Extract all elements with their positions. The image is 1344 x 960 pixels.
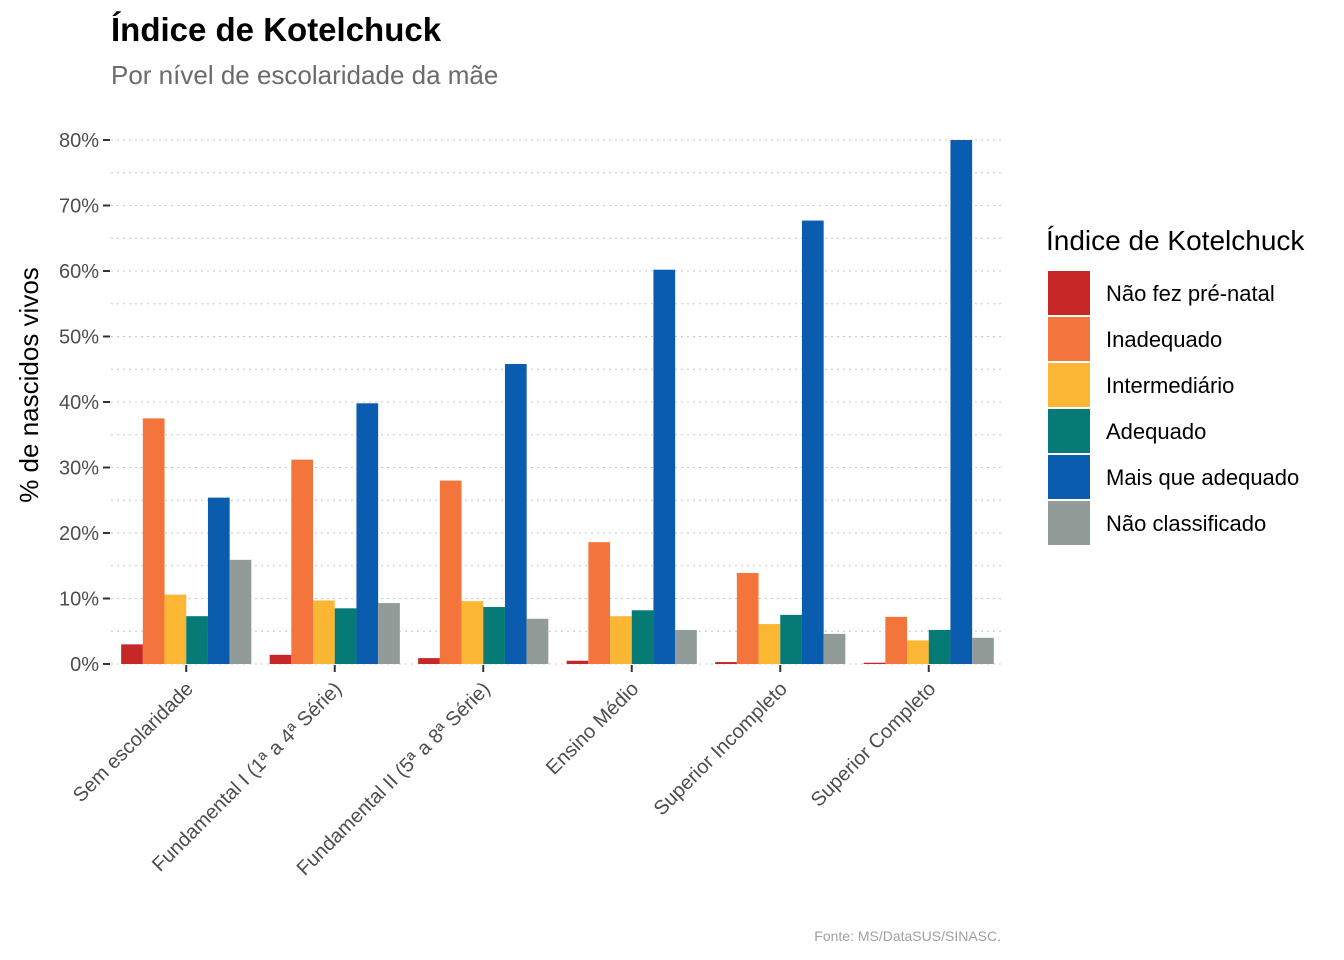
- bar: [186, 616, 208, 664]
- bar: [863, 662, 886, 664]
- bar: [823, 633, 846, 664]
- bar: [356, 403, 379, 664]
- caption: Fonte: MS/DataSUS/SINASC.: [814, 928, 1001, 944]
- chart-subtitle: Por nível de escolaridade da mãe: [111, 60, 498, 90]
- bar: [588, 542, 611, 664]
- legend-label: Intermediário: [1106, 373, 1234, 398]
- bar: [780, 614, 802, 664]
- legend: Não fez pré-natal Inadequado Intermediário…: [1048, 271, 1299, 545]
- legend-key: [1048, 271, 1090, 315]
- bar: [950, 140, 973, 664]
- x-tick-label: Ensino Médio: [542, 678, 643, 779]
- legend-label: Não classificado: [1106, 511, 1266, 536]
- bar: [526, 618, 549, 664]
- bar: [801, 220, 824, 664]
- bar: [610, 616, 632, 664]
- bar: [653, 269, 676, 664]
- y-tick-label: 60%: [59, 261, 99, 283]
- y-tick-label: 40%: [59, 392, 99, 414]
- legend-label: Mais que adequado: [1106, 465, 1299, 490]
- legend-key: [1048, 455, 1090, 499]
- bar: [972, 637, 994, 664]
- legend-key: [1048, 409, 1090, 453]
- legend-key: [1048, 317, 1090, 361]
- bar: [885, 616, 908, 664]
- x-tick-label: Sem escolaridade: [69, 678, 198, 807]
- bar: [229, 559, 252, 664]
- legend-title: Índice de Kotelchuck: [1046, 225, 1305, 256]
- y-tick-label: 70%: [59, 196, 99, 218]
- bar: [758, 624, 781, 664]
- legend-label: Não fez pré-natal: [1106, 281, 1275, 306]
- bar: [313, 600, 335, 664]
- y-axis-ticks: 0% 10% 20% 30% 40% 50% 60% 70% 80%: [59, 130, 110, 676]
- bar: [715, 662, 737, 664]
- x-tick-label: Superior Completo: [807, 678, 940, 811]
- bar: [566, 660, 589, 664]
- y-tick-label: 10%: [59, 589, 99, 611]
- bar: [631, 610, 654, 664]
- y-tick-label: 50%: [59, 327, 99, 349]
- bar: [418, 658, 440, 664]
- bar: [928, 629, 951, 664]
- bar: [121, 644, 143, 664]
- bar: [675, 629, 697, 664]
- bar: [164, 594, 187, 664]
- bar: [207, 497, 230, 664]
- bar: [291, 459, 314, 664]
- chart-title: Índice de Kotelchuck: [111, 11, 442, 48]
- grid-lines: [111, 139, 1002, 665]
- y-tick-label: 0%: [70, 654, 99, 676]
- x-tick-label: Superior Incompleto: [650, 678, 792, 820]
- bar: [461, 601, 484, 664]
- legend-label: Adequado: [1106, 419, 1206, 444]
- y-axis-label: % de nascidos vivos: [14, 267, 44, 503]
- y-tick-label: 20%: [59, 523, 99, 545]
- bar: [439, 480, 462, 664]
- legend-key: [1048, 363, 1090, 407]
- bar: [736, 572, 759, 664]
- bar: [504, 364, 527, 664]
- y-tick-label: 80%: [59, 130, 99, 152]
- bar: [907, 640, 929, 664]
- bar: [483, 607, 505, 664]
- legend-label: Inadequado: [1106, 327, 1222, 352]
- y-tick-label: 30%: [59, 458, 99, 480]
- bar: [269, 654, 292, 664]
- bars: [121, 140, 994, 664]
- bar: [142, 418, 165, 664]
- bar: [378, 603, 400, 664]
- bar: [334, 608, 357, 664]
- legend-key: [1048, 501, 1090, 545]
